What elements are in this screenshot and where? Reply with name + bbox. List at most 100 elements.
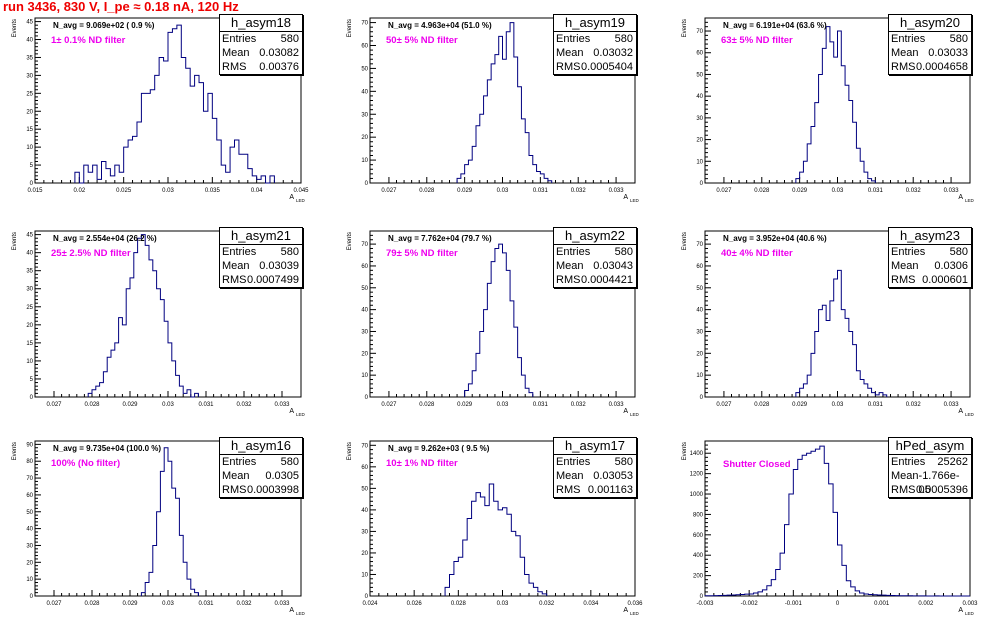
histogram-bin: [732, 595, 736, 596]
histogram-bin: [176, 498, 180, 596]
y-tick-label: 0: [365, 395, 369, 401]
histogram-bin: [199, 83, 203, 183]
stats-label: RMS: [556, 273, 580, 287]
histogram-bin: [796, 393, 800, 397]
histogram-bin: [879, 393, 883, 397]
histogram-bin: [754, 593, 758, 596]
y-tick-label: 70: [361, 242, 368, 248]
y-tick-label: 10: [361, 373, 368, 379]
histogram-bin: [815, 103, 819, 183]
histogram-bin: [507, 514, 511, 596]
x-axis-subscript: LED: [630, 412, 640, 417]
histogram-bin: [261, 176, 265, 183]
histogram-bin: [480, 497, 484, 596]
stats-value: 580: [281, 245, 299, 259]
histogram-bin: [252, 176, 256, 183]
histogram-bin: [798, 459, 802, 596]
histogram-name: h_asym16: [220, 438, 302, 455]
y-tick-label: 30: [361, 329, 368, 335]
x-tick-label: 0: [836, 601, 840, 607]
stats-value: 0.0305: [265, 469, 299, 483]
stats-value: 580: [950, 32, 968, 46]
histogram-bin: [740, 594, 744, 596]
histogram-bin: [800, 172, 804, 183]
histogram-bin: [525, 388, 529, 397]
x-tick-label: 0.033: [944, 402, 960, 408]
histogram-bin: [723, 595, 727, 596]
histogram-bin: [476, 493, 480, 596]
histogram-bin: [124, 147, 128, 183]
y-tick-label: 1400: [690, 451, 704, 457]
histogram-bin: [518, 358, 522, 397]
histogram-bin: [846, 581, 850, 596]
stats-label: Entries: [556, 455, 590, 469]
histogram-bin: [868, 594, 872, 596]
histogram-bin: [164, 448, 168, 596]
x-tick-label: 0.033: [274, 601, 290, 607]
histogram-bin: [745, 594, 749, 596]
histogram-bin: [155, 75, 159, 183]
histogram-bin: [548, 181, 552, 183]
histogram-name: h_asym18: [220, 15, 302, 32]
x-axis-subscript: LED: [965, 611, 975, 616]
stats-label: RMS: [891, 60, 915, 74]
x-tick-label: 0.033: [274, 402, 290, 408]
histogram-bin: [88, 393, 92, 397]
histogram-bin: [758, 592, 762, 596]
stats-label: Mean: [891, 469, 919, 483]
histogram-bin: [521, 375, 525, 397]
histogram-bin: [153, 545, 157, 596]
histogram-bin: [736, 595, 740, 596]
histogram-bin: [872, 393, 876, 397]
histogram-bin: [829, 484, 833, 596]
stats-label: Mean: [222, 259, 250, 273]
x-tick-label: 0.029: [457, 188, 473, 194]
histogram-bin: [529, 393, 533, 397]
histogram-bin: [538, 592, 542, 596]
navg-label: N_avg = 9.735e+04 (100.0 %): [53, 444, 161, 453]
x-tick-label: 0.02: [73, 188, 85, 194]
y-tick-label: 10: [696, 159, 703, 165]
x-axis-title: A: [623, 607, 628, 614]
histogram-bin: [93, 165, 97, 183]
x-tick-label: 0.03: [497, 601, 509, 607]
histogram-bin: [525, 133, 529, 183]
y-tick-label: 50: [696, 72, 703, 78]
histogram-bin: [177, 25, 181, 183]
histogram-bin: [133, 136, 137, 183]
stats-label: Entries: [556, 32, 590, 46]
histogram-bin: [270, 176, 274, 183]
histogram-bin: [868, 388, 872, 397]
y-tick-label: 50: [361, 66, 368, 72]
histogram-bin: [235, 140, 239, 183]
histogram-bin: [830, 301, 834, 397]
stats-value: 580: [615, 455, 633, 469]
x-tick-label: 0.029: [792, 402, 808, 408]
histogram-bin: [141, 593, 145, 596]
y-tick-label: 40: [361, 308, 368, 314]
x-tick-label: 0.031: [198, 601, 214, 607]
x-tick-label: 0.031: [198, 402, 214, 408]
x-axis-title: A: [958, 607, 963, 614]
histogram-bin: [796, 179, 800, 183]
x-axis-title: A: [958, 194, 963, 201]
y-tick-label: 40: [26, 38, 33, 44]
histogram-bin: [510, 301, 514, 397]
histogram-bin: [168, 343, 172, 397]
histogram-bin: [203, 111, 207, 183]
histogram-bin: [88, 172, 92, 183]
y-tick-label: 60: [26, 493, 33, 499]
y-tick-label: 20: [696, 351, 703, 357]
x-axis-subscript: LED: [630, 611, 640, 616]
x-axis-subscript: LED: [296, 611, 306, 616]
histogram-bin: [822, 48, 826, 183]
histogram-bin: [542, 594, 546, 596]
y-tick-label: 40: [26, 527, 33, 533]
filter-annotation: 79± 5% ND filter: [386, 248, 458, 259]
